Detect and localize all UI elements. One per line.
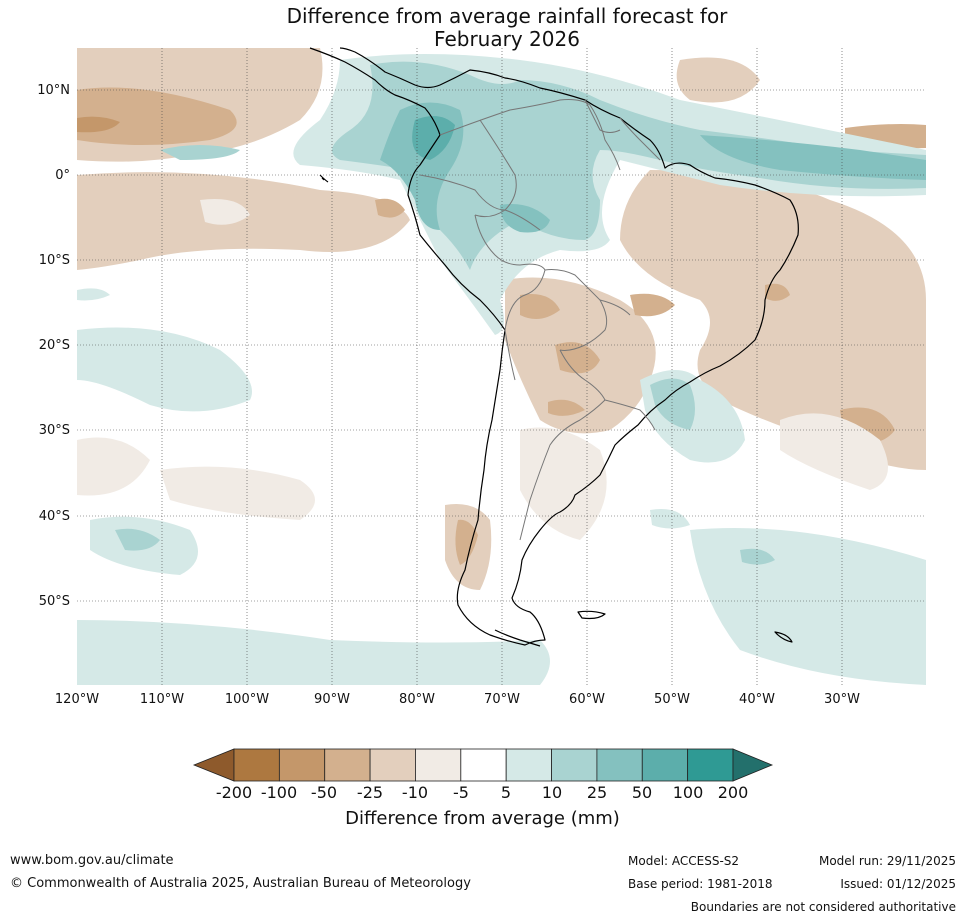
map-title-line1: Difference from average rainfall forecas… (286, 4, 728, 28)
colorbar-segment (278, 748, 326, 782)
colorbar-segment (596, 748, 643, 782)
colorbar-label: Difference from average (mm) (345, 808, 620, 829)
lat-label: 20°S (38, 338, 70, 353)
colorbar-tick: 5 (500, 783, 512, 802)
model-name: Model: ACCESS-S2 (628, 854, 740, 868)
lon-label: 60°W (569, 692, 605, 707)
graticule (77, 48, 926, 685)
colorbar-tick: 200 (717, 783, 749, 802)
colorbar-segment (687, 748, 734, 782)
colorbar-segment (641, 748, 689, 782)
lon-label: 110°W (139, 692, 185, 707)
colorbar-segment (324, 748, 371, 782)
issued-date: Issued: 01/12/2025 (840, 877, 956, 891)
lat-label: 0° (55, 168, 70, 183)
colorbar-segment (460, 748, 507, 782)
boundaries-disclaimer: Boundaries are not considered authoritat… (690, 900, 956, 914)
colorbar-arrow-high (732, 748, 774, 782)
copyright-notice: © Commonwealth of Australia 2025, Austra… (10, 876, 471, 891)
country-borders (419, 99, 661, 541)
lat-label: 10°S (38, 253, 70, 268)
lon-label: 40°W (739, 692, 775, 707)
lat-label: 50°S (38, 594, 70, 609)
lat-label: 30°S (38, 423, 70, 438)
colorbar-tick: -50 (310, 783, 338, 802)
lon-label: 100°W (224, 692, 270, 707)
colorbar-arrow-low (192, 748, 235, 782)
anomaly-field (77, 48, 926, 685)
lat-label: 40°S (38, 509, 70, 524)
lon-label: 70°W (484, 692, 520, 707)
colorbar-tick: 100 (672, 783, 704, 802)
colorbar-tick: 10 (541, 783, 563, 802)
colorbar-tick: 50 (631, 783, 653, 802)
lon-label: 90°W (314, 692, 350, 707)
colorbar-tick: -10 (401, 783, 429, 802)
lon-label: 120°W (54, 692, 100, 707)
colorbar-tick: -100 (260, 783, 298, 802)
colorbar-tick: -5 (453, 783, 469, 802)
colorbar-segment (505, 748, 552, 782)
map-title-line2: February 2026 (434, 27, 580, 51)
colorbar-segment (551, 748, 598, 782)
colorbar-tick: -25 (356, 783, 384, 802)
lat-label: 10°N (37, 83, 70, 98)
model-run-date: Model run: 29/11/2025 (818, 854, 956, 868)
lon-label: 80°W (399, 692, 435, 707)
colorbar-segment (369, 748, 416, 782)
base-period: Base period: 1981-2018 (628, 877, 773, 891)
colorbar-tick: -200 (215, 783, 253, 802)
lon-label: 30°W (824, 692, 860, 707)
coastline (309, 47, 799, 647)
website-link[interactable]: www.bom.gov.au/climate (10, 853, 174, 868)
colorbar-segment (233, 748, 280, 782)
colorbar-tick: 25 (586, 783, 608, 802)
colorbar-segment (415, 748, 462, 782)
lon-label: 50°W (654, 692, 690, 707)
